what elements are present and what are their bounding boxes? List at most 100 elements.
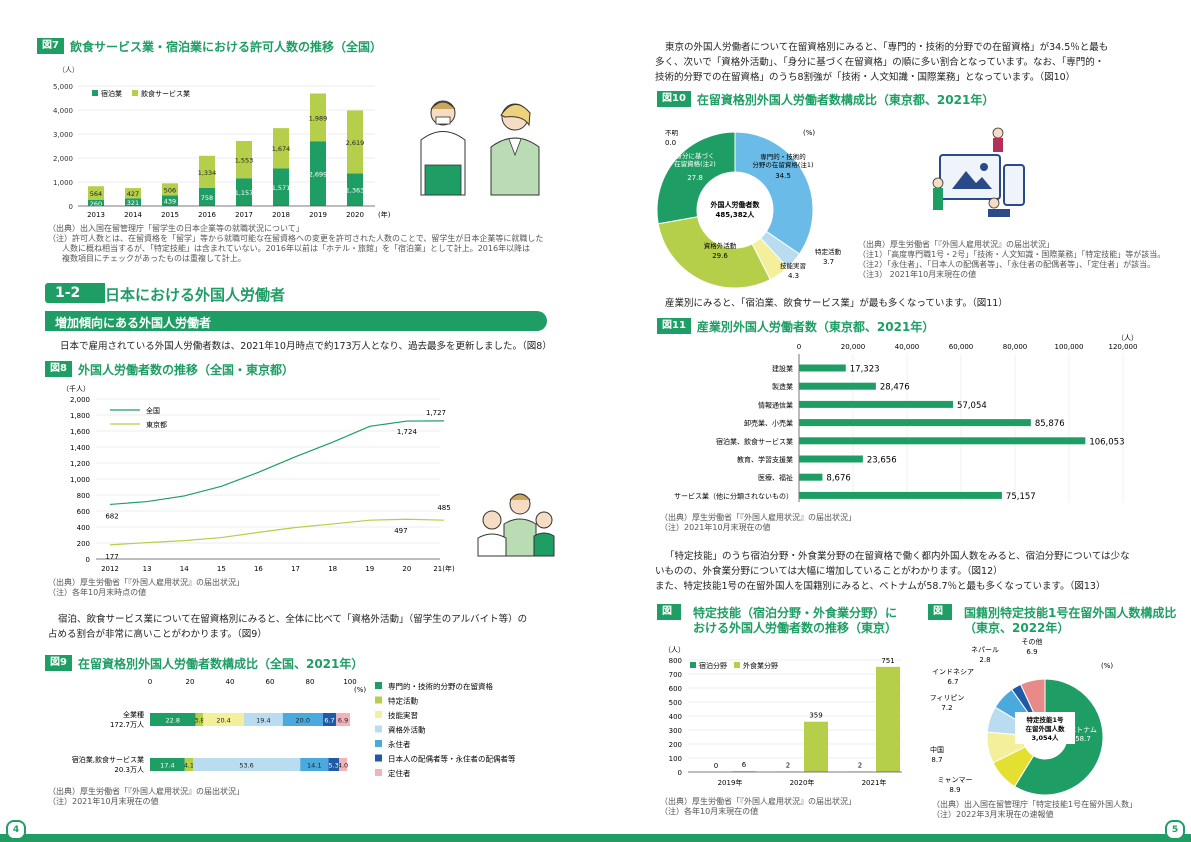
fig7-label-lodging: 439 <box>164 198 176 206</box>
fig10-value-status: 27.8 <box>687 174 703 182</box>
fig8-ytick: 0 <box>86 556 90 564</box>
fig8-label-national-2020: 1,724 <box>397 428 418 436</box>
fig9-legend-item: 永住者 <box>388 739 411 749</box>
fig12-ytick: 800 <box>669 657 682 665</box>
fig8-label-tokyo-2021: 485 <box>437 504 450 512</box>
fig9-xtick: 20 <box>186 678 195 686</box>
fig8-ytick: 400 <box>77 524 90 532</box>
fig9-bar-segment <box>195 713 204 726</box>
fig13-notes: （出典）出入国在留管理庁「特定技能1号在留外国人数」 （注）2022年3月末現在… <box>932 800 1137 820</box>
fig7-ytick: 2,000 <box>53 155 73 163</box>
fig10-slice <box>734 131 814 255</box>
fig7-xtick: 2015 <box>161 211 179 219</box>
fig9-bar-segment <box>193 758 301 771</box>
fig7-bar-food <box>162 183 178 196</box>
fig7-xtick: 2013 <box>87 211 105 219</box>
fig12-bar-food <box>804 721 828 772</box>
para4-line2: いものの、外食業分野については大幅に増加していることがわかります。（図12） <box>655 566 1003 577</box>
fig10-value-trainee: 4.3 <box>788 272 799 280</box>
fig12-ytick: 400 <box>669 713 682 721</box>
fig12-legend-swatch-food <box>734 662 740 668</box>
fig12-unit: （人） <box>664 646 685 654</box>
fig10-label-status-b: 在留資格(注2) <box>674 159 716 168</box>
fig7-bar-lodging <box>125 198 141 206</box>
fig10-value-professional: 34.5 <box>775 172 791 180</box>
fig12-label-food: 6 <box>742 761 747 769</box>
fig7-ytick: 0 <box>69 203 73 211</box>
fig9-bar-segment <box>328 758 339 771</box>
fig9-row-name: 宿泊業,飲食サービス業 <box>72 755 144 764</box>
fig13-unit: (%) <box>1101 662 1113 670</box>
fig11-bar-label: 85,876 <box>1035 419 1065 429</box>
fig13-center-line3: 3,054人 <box>1031 733 1059 742</box>
fig10-source: （出典）厚生労働省「『外国人雇用状況』の届出状況」 <box>858 240 1054 249</box>
fig9-bar-segment <box>244 713 283 726</box>
fig10-label-designated: 特定活動 <box>815 247 842 256</box>
fig7-bar-lodging <box>162 195 178 206</box>
fig12-chart: （人） 800 700 600 500 400 300 200 100 0 宿泊分野 外食業分野 0 6 2… <box>664 646 902 787</box>
fig9-bar-label: 22.8 <box>166 717 180 725</box>
fig7-label-food: 564 <box>90 190 102 198</box>
fig12-label-lodging: 2 <box>786 762 790 770</box>
fig8-unit: （千人） <box>62 384 90 393</box>
para3: 産業別にみると、「宿泊業、飲食サービス業」が最も多くなっています。（図11） <box>665 298 1008 309</box>
fig7-bar-food <box>310 93 326 142</box>
fig8-label-national-2021: 1,727 <box>426 409 446 417</box>
fig10-header: 図10 在留資格別外国人労働者数構成比（東京都、2021年） <box>657 91 994 107</box>
fig7-bar-food <box>125 188 141 199</box>
fig11-category: 建設業 <box>772 364 793 373</box>
fig10-slice <box>657 216 771 289</box>
fig12-ytick: 600 <box>669 685 682 693</box>
fig13-label-nepal: ネパール <box>971 646 999 654</box>
fig11-xtick: 40,000 <box>895 343 920 351</box>
fig9-xtick: 60 <box>266 678 275 686</box>
fig7-chart: （人） 5,000 4,000 3,000 2,000 1,000 0 宿泊業 飲食サービス業 2… <box>53 66 391 219</box>
fig11-category: 医療、福祉 <box>758 473 793 482</box>
fig8-xtick: 18 <box>328 565 337 573</box>
fig7-source: （出典）出入国在留管理庁「留学生の日本企業等の就職状況について」 <box>48 224 304 233</box>
fig8-tag: 図8 <box>45 361 72 377</box>
fig11-bar-label: 28,476 <box>880 383 910 393</box>
fig11-bar-label: 23,656 <box>867 456 897 466</box>
fig11-bar <box>799 419 1031 427</box>
fig12-ytick: 100 <box>669 755 682 763</box>
fig12-tag: 図12 <box>657 604 681 631</box>
section-text: 日本で雇用されている外国人労働者数は、2021年10月時点で約173万人となり、… <box>60 341 552 352</box>
fig11-chart: （人） 0 20,000 40,000 60,000 80,000 100,000 120,0… <box>674 334 1138 502</box>
fig9-bar-label: 6.7 <box>324 717 334 725</box>
fig9-notes: （出典）厚生労働省「『外国人雇用状況』の届出状況」 （注）2021年10月末現在… <box>48 787 244 807</box>
fig8-ytick: 200 <box>77 540 90 548</box>
fig7-xtick: 2016 <box>198 211 216 219</box>
fig8-label-tokyo-2012: 177 <box>105 553 118 561</box>
fig7-xtick: 2018 <box>272 211 290 219</box>
fig8-notes: （出典）厚生労働省「『外国人雇用状況』の届出状況」 （注）各年10月末時点の値 <box>48 578 244 598</box>
fig7-ytick: 3,000 <box>53 131 73 139</box>
fig7-bar-food <box>88 186 104 200</box>
fig10-title: 在留資格別外国人労働者数構成比（東京都、2021年） <box>696 92 995 107</box>
fig7-ytick: 4,000 <box>53 107 73 115</box>
fig12-title2: おける外国人労働者数の推移（東京） <box>693 621 898 635</box>
fig9-row-name: 全業種 <box>123 710 144 719</box>
fig7-bar-food <box>199 155 215 188</box>
fig7-label-lodging: 1,157 <box>235 189 254 197</box>
fig7-bar-lodging <box>236 178 252 206</box>
fig11-xtick: 80,000 <box>1003 343 1028 351</box>
fig13-value-nepal: 2.8 <box>979 656 990 664</box>
fig9-bar-label: 20.4 <box>216 717 230 725</box>
fig11-xtick: 100,000 <box>1055 343 1084 351</box>
fig8-chart: （千人） 2,000 1,800 1,600 1,400 1,200 1,000 800 600… <box>62 384 455 573</box>
fig8-line-tokyo <box>109 518 445 546</box>
fig10-notes: （出典）厚生労働省「『外国人雇用状況』の届出状況」 （注1）「高度専門職1号・2… <box>858 240 1165 280</box>
fig9-bar-label: 53.6 <box>239 762 253 770</box>
fig12-legend-food: 外食業分野 <box>743 661 778 670</box>
fig9-legend-swatch <box>375 769 382 776</box>
para2-line3: 技術的分野での在留資格」のうち8割強が「技術・人文知識・国際業務」となっています… <box>655 72 1076 83</box>
fig7-label-food: 1,674 <box>272 145 291 153</box>
fig7-label-lodging: 2,699 <box>309 171 328 179</box>
fig8-ytick: 1,600 <box>70 428 90 436</box>
fig10-note1: （注1）「高度専門職1号・2号」「技術・人文知識・国際業務」「特定技能」等が該当… <box>858 250 1166 259</box>
fig8-ytick: 1,000 <box>70 476 90 484</box>
fig10-label-status-a: 身分に基づく <box>676 151 715 160</box>
fig9-note: （注）2021年10月末現在の値 <box>48 797 159 806</box>
